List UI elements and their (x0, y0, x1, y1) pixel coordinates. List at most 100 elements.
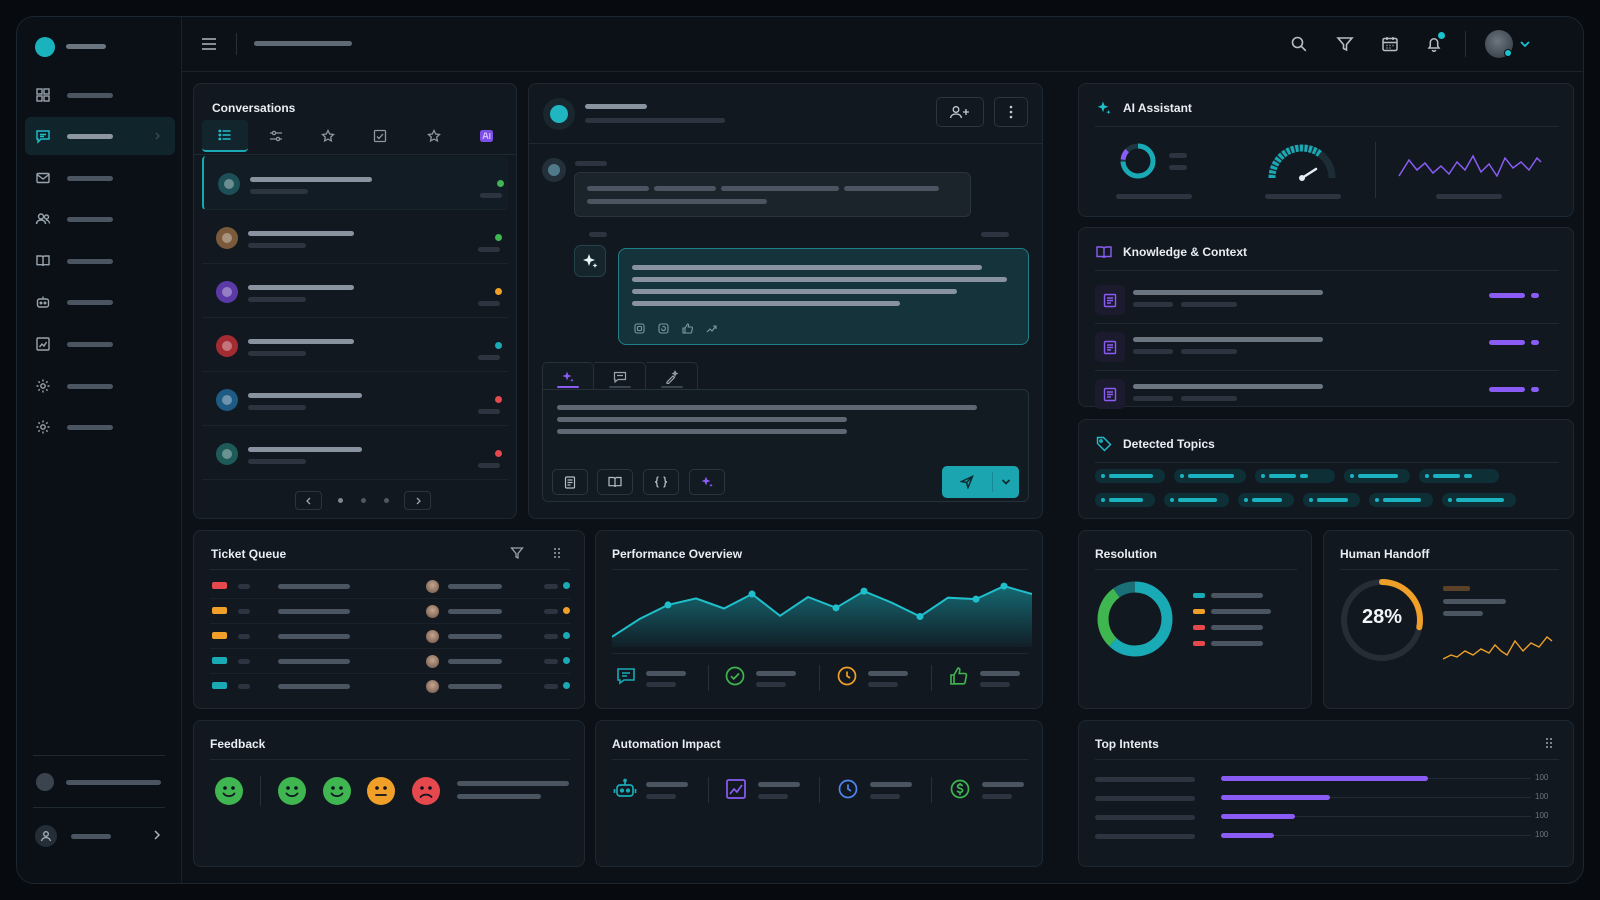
conversation-item[interactable] (202, 264, 508, 318)
conversation-item[interactable] (202, 372, 508, 426)
ticket-row[interactable] (210, 577, 570, 601)
topic-pill[interactable] (1095, 469, 1165, 483)
priority-tag (212, 657, 227, 664)
tab-resolved[interactable] (360, 126, 400, 146)
conversation-item[interactable] (202, 426, 508, 480)
insert-variable-button[interactable] (643, 469, 679, 495)
insert-article-button[interactable] (597, 469, 633, 495)
conversation-item[interactable] (202, 210, 508, 264)
legend-label (1443, 611, 1483, 616)
sidebar-item-preferences[interactable] (25, 408, 175, 446)
document-icon (1095, 332, 1125, 362)
contact-name (585, 104, 647, 109)
topic-pill[interactable] (1344, 469, 1410, 483)
pill-dot (1101, 474, 1105, 478)
logo[interactable] (35, 37, 55, 57)
topic-pill[interactable] (1164, 493, 1229, 507)
sidebar-item-inbox[interactable] (25, 159, 175, 197)
sidebar-item-knowledge[interactable] (25, 242, 175, 280)
reply-editor[interactable] (542, 389, 1029, 502)
knowledge-item[interactable] (1095, 327, 1559, 371)
pill-text (1252, 498, 1282, 502)
topic-pill[interactable] (1442, 493, 1516, 507)
page-dot[interactable] (384, 498, 389, 503)
page-dot[interactable] (338, 498, 343, 503)
search-icon[interactable] (1290, 35, 1308, 53)
tab-rewrite[interactable] (646, 362, 698, 390)
prev-page-button[interactable] (295, 491, 322, 510)
workspace-icon[interactable] (36, 773, 54, 791)
sidebar-item-dashboard[interactable] (25, 76, 175, 114)
user-avatar[interactable] (35, 825, 57, 847)
send-icon (960, 475, 974, 489)
contact-subtitle (585, 118, 725, 123)
conversation-time (478, 247, 500, 252)
kpi-label (646, 682, 676, 687)
intent-row[interactable]: 100 (1095, 811, 1559, 825)
tab-favorites[interactable] (414, 126, 454, 146)
menu-icon[interactable] (200, 36, 218, 52)
feedback-sad-face[interactable] (412, 777, 440, 805)
ticket-row[interactable] (210, 677, 570, 701)
filter-icon[interactable] (509, 545, 525, 561)
conversation-item[interactable] (202, 156, 508, 210)
impact-label (758, 794, 788, 799)
send-button[interactable] (942, 466, 992, 498)
topic-pill[interactable] (1238, 493, 1294, 507)
bell-icon[interactable] (1425, 35, 1443, 53)
tab-list[interactable] (202, 120, 248, 152)
pill-dot (1170, 498, 1174, 502)
share-icon[interactable] (705, 322, 717, 334)
next-page-button[interactable] (404, 491, 431, 510)
intent-row[interactable]: 100 (1095, 792, 1559, 806)
tab-ai[interactable] (466, 126, 506, 146)
feedback-happy-face[interactable] (215, 777, 243, 805)
sidebar-item-automation[interactable] (25, 283, 175, 321)
sidebar-item-settings[interactable] (25, 367, 175, 405)
copy-icon[interactable] (633, 322, 645, 334)
intent-row[interactable]: 100 (1095, 830, 1559, 844)
sidebar-item-customers[interactable] (25, 200, 175, 238)
more-options-button[interactable] (994, 97, 1028, 127)
conversation-time (478, 409, 500, 414)
divider (33, 755, 165, 756)
topic-pill[interactable] (1255, 469, 1335, 483)
page-dot[interactable] (361, 498, 366, 503)
topic-pill[interactable] (1174, 469, 1246, 483)
feedback-happy-face[interactable] (323, 777, 351, 805)
drag-handle-icon[interactable] (1541, 735, 1557, 751)
knowledge-item[interactable] (1095, 374, 1559, 414)
conversation-item[interactable] (202, 318, 508, 372)
feedback-happy-face[interactable] (278, 777, 306, 805)
ticket-row[interactable] (210, 627, 570, 651)
feedback-neutral-face[interactable] (367, 777, 395, 805)
ticket-id (238, 634, 250, 639)
sidebar-item-conversations[interactable] (25, 117, 175, 155)
filter-icon[interactable] (1336, 35, 1354, 53)
sidebar-item-analytics[interactable] (25, 325, 175, 363)
tab-starred[interactable] (308, 126, 348, 146)
tab-filters[interactable] (256, 126, 296, 146)
ticket-row[interactable] (210, 652, 570, 676)
chevron-right-icon[interactable] (151, 829, 163, 841)
retry-icon[interactable] (657, 322, 669, 334)
drag-handle-icon[interactable] (549, 545, 565, 561)
intent-row[interactable]: 100 (1095, 773, 1559, 787)
topic-pill[interactable] (1369, 493, 1433, 507)
topic-pill[interactable] (1303, 493, 1360, 507)
add-participant-button[interactable] (936, 97, 984, 127)
topic-pill[interactable] (1095, 493, 1155, 507)
chevron-down-icon[interactable] (1519, 39, 1531, 49)
ticket-row[interactable] (210, 602, 570, 626)
attach-document-button[interactable] (552, 469, 588, 495)
tab-reply[interactable] (594, 362, 646, 390)
thumbs-up-icon[interactable] (681, 322, 693, 334)
calendar-icon[interactable] (1381, 35, 1399, 53)
avatar (216, 389, 238, 411)
ticket-time (544, 659, 558, 664)
knowledge-item[interactable] (1095, 280, 1559, 324)
ai-enhance-button[interactable] (689, 469, 725, 495)
send-options-button[interactable] (993, 466, 1019, 498)
topic-pill[interactable] (1419, 469, 1499, 483)
tab-ai-reply[interactable] (542, 362, 594, 390)
